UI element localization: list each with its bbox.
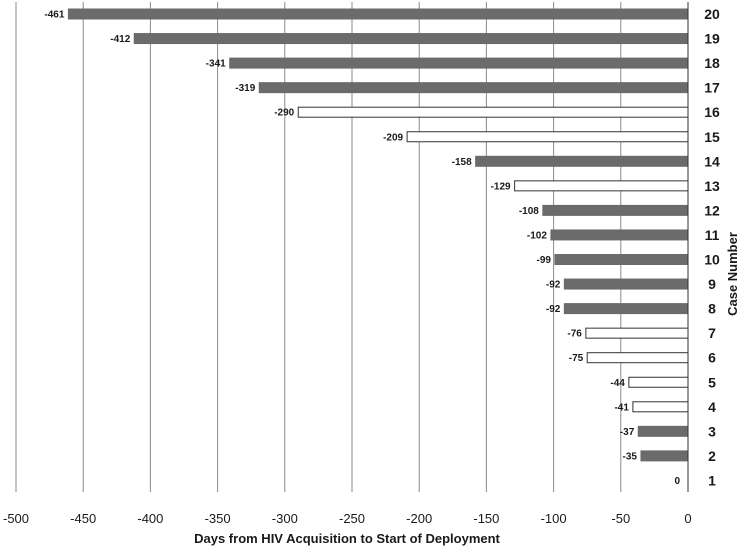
- data-label: -92: [546, 304, 561, 315]
- data-label: -44: [610, 378, 625, 389]
- data-label: -102: [527, 230, 547, 241]
- x-tick-label: -150: [473, 511, 499, 526]
- bar: [258, 82, 689, 94]
- x-tick-label: -350: [205, 511, 231, 526]
- bar: [640, 450, 689, 462]
- data-label: -37: [620, 427, 635, 438]
- data-label: -461: [44, 10, 64, 21]
- data-label: 0: [674, 476, 680, 487]
- case-number: 13: [704, 178, 720, 194]
- case-number: 19: [704, 31, 720, 47]
- x-tick-label: -300: [272, 511, 298, 526]
- case-number: 17: [704, 80, 720, 96]
- data-label: -41: [614, 402, 629, 413]
- bar: [563, 278, 689, 290]
- case-number: 6: [708, 350, 716, 366]
- data-label: -35: [623, 451, 638, 462]
- bar: [585, 327, 689, 339]
- case-number-labels: 20 19 18 17 16 15 14 13 12 11 10 9 8 7 6 5 4 3 2 1: [704, 6, 720, 488]
- y-axis-label: Case Number: [725, 232, 740, 316]
- case-number: 5: [708, 374, 716, 390]
- case-number: 9: [708, 276, 716, 292]
- data-label: -412: [110, 34, 130, 45]
- case-number: 18: [704, 55, 720, 71]
- bar: [586, 352, 689, 364]
- case-number: 10: [704, 252, 720, 268]
- data-label: -108: [519, 206, 539, 217]
- case-number: 14: [704, 153, 720, 169]
- bar: [637, 425, 689, 437]
- data-label: -209: [383, 132, 403, 143]
- case-number: 1: [708, 472, 716, 488]
- bar: [550, 229, 689, 241]
- x-axis-label: Days from HIV Acquisition to Start of De…: [194, 531, 500, 546]
- bar: [554, 254, 689, 265]
- case-number: 11: [705, 227, 720, 243]
- data-label: -75: [569, 353, 584, 364]
- x-tick-label: -200: [406, 511, 432, 526]
- x-tick-label: -100: [541, 511, 567, 526]
- case-number: 12: [704, 202, 720, 218]
- bars: [67, 8, 689, 462]
- bar: [475, 155, 689, 167]
- case-number: 8: [708, 301, 716, 317]
- bar: [542, 204, 689, 216]
- case-number: 7: [708, 325, 716, 341]
- case-number: 4: [708, 399, 716, 415]
- bar: [406, 131, 689, 143]
- x-tick-label: -50: [611, 511, 630, 526]
- data-label: -129: [491, 181, 511, 192]
- gridlines: [15, 2, 622, 492]
- bar: [133, 33, 689, 45]
- data-label: -99: [536, 255, 551, 266]
- bar: [297, 106, 689, 118]
- case-number: 20: [704, 6, 720, 22]
- x-tick-label: 0: [684, 511, 691, 526]
- data-label: -92: [546, 280, 561, 291]
- case-number: 2: [708, 448, 716, 464]
- x-tick-label: -450: [70, 511, 96, 526]
- bar: [514, 180, 689, 192]
- x-tick-label: -250: [339, 511, 365, 526]
- data-label: -158: [452, 157, 472, 168]
- bar: [632, 401, 689, 413]
- data-label: -76: [567, 329, 582, 340]
- data-label: -290: [274, 108, 294, 119]
- data-labels: -461 -412 -341 -319 -290 -209 -158 -129 -108 -102…: [44, 10, 680, 487]
- case-number: 3: [708, 423, 716, 439]
- data-label: -341: [206, 59, 226, 70]
- bar: [229, 57, 689, 69]
- bar: [628, 376, 689, 388]
- bar: [563, 303, 689, 315]
- x-tick-labels: -500 -450 -400 -350 -300 -250 -200 -150 -100 -50 0: [3, 511, 692, 526]
- data-label: -319: [235, 83, 255, 94]
- bar: [67, 8, 689, 20]
- x-tick-label: -400: [137, 511, 163, 526]
- x-tick-label: -500: [3, 511, 29, 526]
- case-number: 16: [704, 104, 720, 120]
- case-number: 15: [704, 129, 720, 145]
